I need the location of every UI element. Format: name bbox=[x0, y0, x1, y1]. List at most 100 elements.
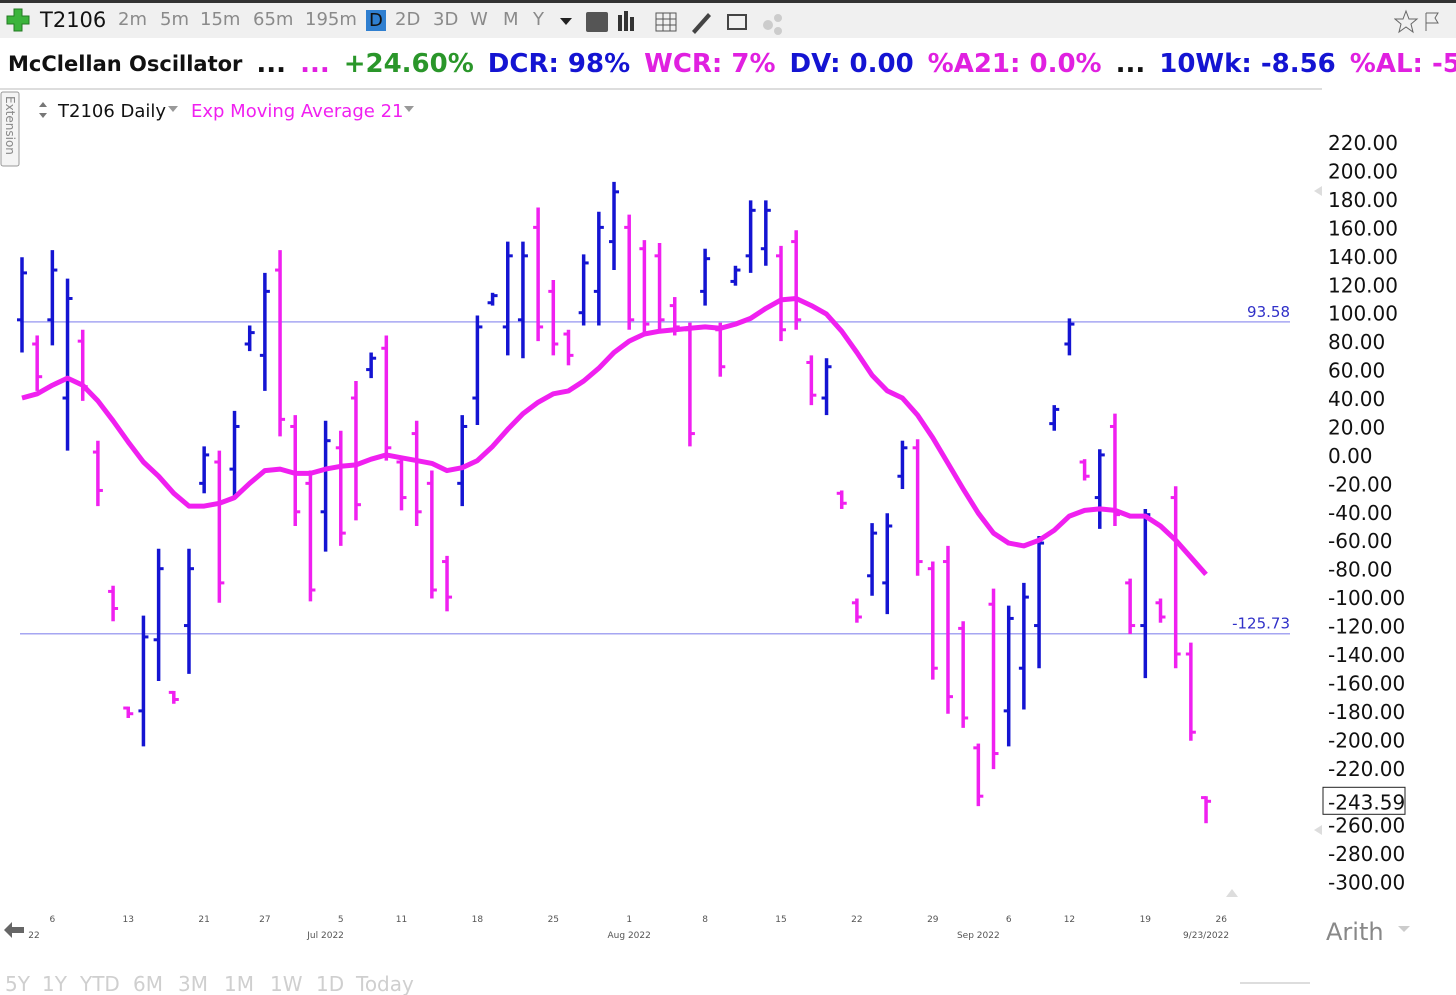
y-tick-label: -160.00 bbox=[1328, 671, 1405, 695]
y-tick-label: 200.00 bbox=[1328, 160, 1398, 184]
y-tick-label: -180.00 bbox=[1328, 700, 1405, 724]
x-tick-label: 12 bbox=[1064, 915, 1075, 925]
range-button[interactable]: 5Y bbox=[5, 972, 31, 995]
interval-button[interactable]: M bbox=[503, 9, 519, 30]
y-tick-label: 100.00 bbox=[1328, 302, 1398, 326]
scroll-arrow[interactable] bbox=[1226, 186, 1322, 897]
interval-button[interactable]: D bbox=[366, 10, 386, 31]
y-tick-label: -100.00 bbox=[1328, 586, 1405, 610]
y-tick-label: 20.00 bbox=[1328, 415, 1385, 439]
stat: %AL: -5.9% bbox=[1349, 49, 1456, 79]
dropdown[interactable] bbox=[168, 106, 178, 112]
y-tick-label: -220.00 bbox=[1328, 757, 1405, 781]
x-sub-label: Jul 2022 bbox=[306, 931, 344, 941]
stat: ... bbox=[1115, 49, 1146, 79]
y-tick-label: 220.00 bbox=[1328, 131, 1398, 155]
y-tick-label: -280.00 bbox=[1328, 842, 1405, 866]
y-tick-label: 80.00 bbox=[1328, 330, 1385, 354]
legend-label[interactable]: T2106 Daily bbox=[57, 101, 166, 122]
interval-button[interactable]: 5m bbox=[160, 9, 189, 30]
y-tick-label: -300.00 bbox=[1328, 871, 1405, 895]
stat: WCR: 7% bbox=[644, 49, 776, 79]
x-tick-label: 5 bbox=[338, 915, 344, 925]
interval-button[interactable]: 2D bbox=[395, 9, 421, 30]
legend-label[interactable]: Exp Moving Average 21 bbox=[191, 101, 403, 122]
x-tick-label: 1 bbox=[626, 915, 632, 925]
interval-button[interactable]: 195m bbox=[305, 9, 357, 30]
x-tick-label: 13 bbox=[123, 915, 134, 925]
y-tick-label: -260.00 bbox=[1328, 814, 1405, 838]
x-tick-label: 6 bbox=[49, 915, 55, 925]
last-value-box bbox=[1322, 786, 1406, 815]
stat: 10Wk: -8.56 bbox=[1159, 49, 1336, 79]
interval-button[interactable]: 65m bbox=[253, 9, 294, 30]
x-sub-label: 22 bbox=[28, 931, 39, 941]
y-tick-label: -20.00 bbox=[1328, 472, 1392, 496]
interval-button[interactable]: 2m bbox=[118, 9, 147, 30]
stat: %A21: 0.0% bbox=[927, 49, 1102, 79]
toolbar-icons bbox=[560, 11, 782, 35]
ema-line bbox=[21, 296, 1208, 577]
y-tick-label: 160.00 bbox=[1328, 216, 1398, 240]
x-tick-label: 18 bbox=[472, 915, 484, 925]
x-tick-label: 11 bbox=[396, 915, 407, 925]
symbol[interactable]: T2106 bbox=[40, 8, 107, 32]
x-sub-label: 9/23/2022 bbox=[1183, 931, 1229, 941]
x-tick-label: 15 bbox=[775, 915, 786, 925]
y-tick-label: -140.00 bbox=[1328, 643, 1405, 667]
x-tick-label: 29 bbox=[927, 915, 939, 925]
x-tick-label: 6 bbox=[1006, 915, 1012, 925]
y-tick-label: 0.00 bbox=[1328, 444, 1373, 468]
stat: ... bbox=[300, 49, 330, 79]
stat: DV: 0.00 bbox=[789, 49, 914, 79]
y-tick-label: 40.00 bbox=[1328, 387, 1385, 411]
y-tick-label: -200.00 bbox=[1328, 728, 1405, 752]
y-tick-label: -120.00 bbox=[1328, 615, 1405, 639]
x-tick-label: 27 bbox=[259, 915, 270, 925]
y-tick-label: -40.00 bbox=[1328, 501, 1392, 525]
x-tick-label: 22 bbox=[851, 915, 862, 925]
range-bar: 5Y 1Y YTD 6M 3M 1M 1W 1D Today bbox=[5, 972, 414, 995]
range-button[interactable]: 1W bbox=[270, 972, 303, 995]
dropdown[interactable] bbox=[1398, 926, 1410, 932]
x-tick-label: 8 bbox=[702, 915, 708, 925]
interval-button[interactable]: 15m bbox=[200, 9, 241, 30]
range-button[interactable]: 3M bbox=[178, 972, 208, 995]
legend-icon bbox=[39, 102, 47, 118]
toolbar: T2106 2m 5m 15m 65m 195m D 2D 3D W M Y bbox=[0, 0, 1456, 38]
side-tab-label: Extension bbox=[3, 96, 17, 155]
x-tick-label: 26 bbox=[1215, 915, 1227, 925]
scale-mode[interactable]: Arith bbox=[1326, 918, 1384, 946]
y-tick-label: 60.00 bbox=[1328, 359, 1385, 383]
range-button[interactable]: 1D bbox=[316, 972, 344, 995]
range-button[interactable]: Today bbox=[355, 972, 414, 995]
dropdown[interactable] bbox=[404, 106, 414, 112]
interval-button[interactable]: W bbox=[470, 9, 488, 30]
x-tick-label: 21 bbox=[198, 915, 209, 925]
range-button[interactable]: YTD bbox=[79, 972, 120, 995]
reference-label: 93.58 bbox=[1247, 303, 1290, 321]
side-tab[interactable] bbox=[0, 91, 20, 167]
range-button[interactable]: 6M bbox=[133, 972, 163, 995]
stat: ... bbox=[256, 49, 287, 79]
stat: +24.60% bbox=[343, 49, 474, 79]
y-tick-label: 120.00 bbox=[1328, 273, 1398, 297]
interval-button[interactable]: 3D bbox=[433, 9, 459, 30]
x-tick-label: 25 bbox=[548, 915, 559, 925]
add-icon[interactable] bbox=[4, 6, 34, 36]
range-button[interactable]: 1M bbox=[224, 972, 254, 995]
scroll-icon[interactable] bbox=[4, 922, 24, 938]
stats-row: McClellan Oscillator...... +24.60% DCR: 98… bbox=[8, 44, 1456, 84]
y-tick-label: 140.00 bbox=[1328, 245, 1398, 269]
x-tick-label: 19 bbox=[1140, 915, 1152, 925]
interval-button[interactable]: Y bbox=[533, 9, 544, 30]
x-sub-label: Aug 2022 bbox=[608, 931, 651, 941]
toolbar-icons bbox=[1394, 9, 1439, 34]
y-tick-label: 180.00 bbox=[1328, 188, 1398, 212]
x-sub-label: Sep 2022 bbox=[957, 931, 1000, 941]
reference-label: -125.73 bbox=[1232, 615, 1290, 633]
range-button[interactable]: 1Y bbox=[42, 972, 68, 995]
y-tick-label: -80.00 bbox=[1328, 558, 1392, 582]
